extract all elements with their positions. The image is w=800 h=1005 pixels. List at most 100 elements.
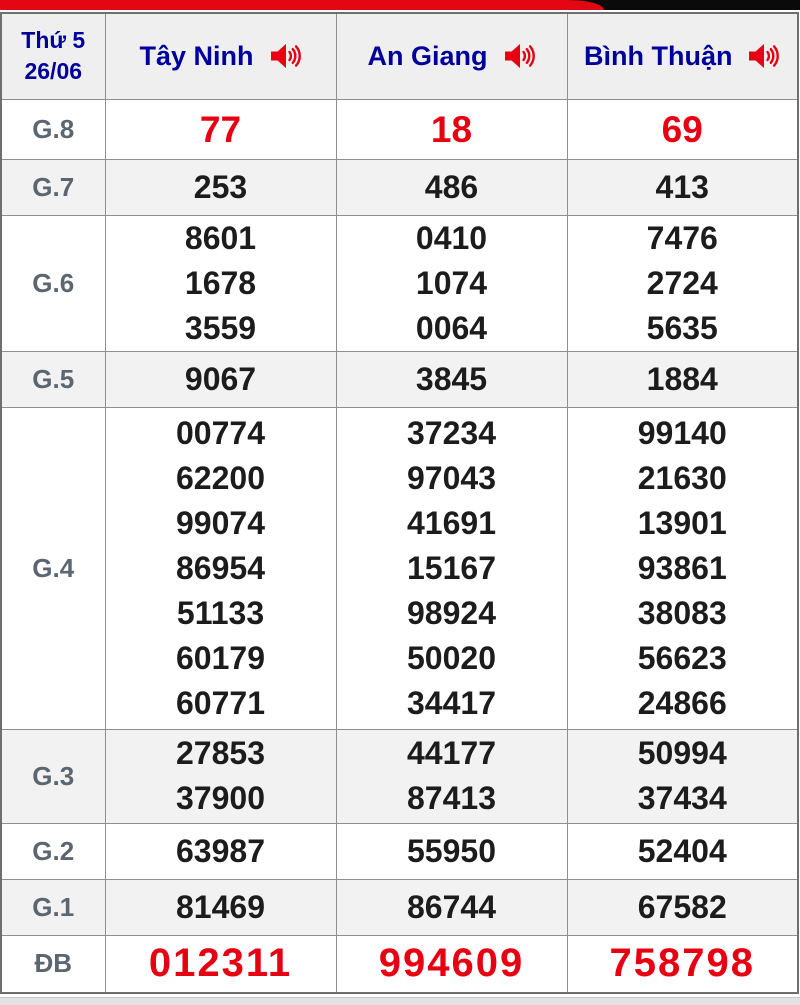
prize-number: 99074 <box>176 504 265 541</box>
prize-cell: 86744 <box>335 878 568 936</box>
prize-number: 24866 <box>637 684 727 721</box>
prize-number: 1884 <box>646 360 718 397</box>
prize-label: G.8 <box>0 98 106 160</box>
draw-date: 26/06 <box>24 58 83 85</box>
prize-number: 50020 <box>407 639 496 676</box>
top-accent-bar <box>0 0 800 10</box>
prize-cell: 012311 <box>104 934 337 994</box>
prize-cell: 413 <box>566 158 799 216</box>
prize-number: 34417 <box>407 684 496 721</box>
prize-number: 00774 <box>176 414 265 451</box>
prize-label: G.6 <box>0 214 106 352</box>
prize-cell: 81469 <box>104 878 337 936</box>
prize-number: 27853 <box>176 735 265 771</box>
prize-cell: 758798 <box>566 934 799 994</box>
prize-row-G.2: G.2 63987 55950 52404 <box>0 822 799 880</box>
province-header-tay-ninh: Tây Ninh <box>104 12 337 100</box>
prize-cell: 63987 <box>104 822 337 880</box>
prize-number: 38083 <box>637 594 727 631</box>
prize-cell: 37234 97043 41691 15167 98924 50020 34417 <box>335 406 568 730</box>
prize-number: 486 <box>424 168 479 205</box>
prize-cell: 994609 <box>335 934 568 994</box>
prize-cell: 486 <box>335 158 568 216</box>
prize-cell: 77 <box>104 98 337 160</box>
prize-row-G.1: G.1 81469 86744 67582 <box>0 878 799 936</box>
prize-number: 0064 <box>415 309 488 346</box>
prize-number: 1678 <box>184 264 257 301</box>
prize-row-G.3: G.3 27853 37900 44177 87413 50994 37434 <box>0 728 799 824</box>
prize-number: 50994 <box>637 735 727 771</box>
prize-label: G.2 <box>0 822 106 880</box>
prize-number: 63987 <box>176 832 265 869</box>
prize-label: G.1 <box>0 878 106 936</box>
prize-number: 15167 <box>407 549 496 586</box>
prize-cell: 55950 <box>335 822 568 880</box>
prize-row-G.7: G.7 253 486 413 <box>0 158 799 216</box>
draw-weekday: Thứ 5 <box>21 27 86 54</box>
prize-number: 86954 <box>176 549 265 586</box>
results-body: G.8 77 18 69 G.7 253 486 413 G.6 8601 1678 3559 0410… <box>0 98 799 994</box>
prize-cell: 99140 21630 13901 93861 38083 56623 24866 <box>566 406 799 730</box>
lottery-results-table: Thứ 5 26/06 Tây Ninh An Giang <box>0 12 799 994</box>
prize-number: 99140 <box>637 414 727 451</box>
prize-number: 1074 <box>415 264 488 301</box>
prize-cell: 44177 87413 <box>335 728 568 824</box>
prize-number: 3845 <box>415 360 488 397</box>
prize-row-G.8: G.8 77 18 69 <box>0 98 799 160</box>
bottom-strip <box>0 997 800 1005</box>
prize-row-G.6: G.6 8601 1678 3559 0410 1074 0064 7476 2724 5635 <box>0 214 799 352</box>
province-header-an-giang: An Giang <box>335 12 568 100</box>
prize-number: 012311 <box>148 941 293 986</box>
province-name-tay-ninh[interactable]: Tây Ninh <box>139 40 254 71</box>
prize-number: 37434 <box>637 780 727 816</box>
prize-cell: 52404 <box>566 822 799 880</box>
prize-number: 994609 <box>378 941 525 986</box>
prize-number: 3559 <box>184 309 257 346</box>
province-name-binh-thuan[interactable]: Bình Thuận <box>584 40 733 71</box>
prize-number: 77 <box>199 108 242 150</box>
prize-number: 97043 <box>407 459 496 496</box>
prize-number: 7476 <box>646 219 718 256</box>
prize-number: 86744 <box>407 888 496 925</box>
speaker-icon[interactable] <box>748 42 780 70</box>
prize-number: 44177 <box>407 735 496 771</box>
prize-label: G.3 <box>0 728 106 824</box>
prize-number: 2724 <box>646 264 718 301</box>
prize-number: 93861 <box>637 549 727 586</box>
prize-number: 8601 <box>184 219 257 256</box>
prize-number: 5635 <box>646 309 718 346</box>
prize-cell: 27853 37900 <box>104 728 337 824</box>
prize-cell: 253 <box>104 158 337 216</box>
prize-row-G.4: G.4 00774 62200 99074 86954 51133 60179 60771 37… <box>0 406 799 730</box>
prize-number: 9067 <box>184 360 257 397</box>
prize-number: 18 <box>430 108 473 150</box>
prize-cell: 0410 1074 0064 <box>335 214 568 352</box>
prize-number: 52404 <box>637 832 727 869</box>
prize-cell: 69 <box>566 98 799 160</box>
draw-date-cell: Thứ 5 26/06 <box>0 12 106 100</box>
prize-number: 21630 <box>637 459 727 496</box>
prize-number: 60771 <box>176 684 265 721</box>
prize-row-G.5: G.5 9067 3845 1884 <box>0 350 799 408</box>
prize-label: G.4 <box>0 406 106 730</box>
prize-number: 60179 <box>176 639 265 676</box>
prize-label: G.5 <box>0 350 106 408</box>
speaker-icon[interactable] <box>270 42 302 70</box>
province-name-an-giang[interactable]: An Giang <box>367 40 488 71</box>
header-row: Thứ 5 26/06 Tây Ninh An Giang <box>0 12 799 100</box>
prize-number: 37900 <box>176 780 265 816</box>
prize-cell: 50994 37434 <box>566 728 799 824</box>
prize-cell: 67582 <box>566 878 799 936</box>
prize-number: 0410 <box>415 219 488 256</box>
prize-cell: 3845 <box>335 350 568 408</box>
top-accent-bar-red <box>0 0 604 10</box>
prize-number: 87413 <box>407 780 496 816</box>
speaker-icon[interactable] <box>504 42 536 70</box>
province-header-binh-thuan: Bình Thuận <box>566 12 799 100</box>
prize-number: 253 <box>193 168 248 205</box>
prize-number: 413 <box>655 168 709 205</box>
prize-cell: 00774 62200 99074 86954 51133 60179 60771 <box>104 406 337 730</box>
prize-number: 67582 <box>637 888 727 925</box>
prize-number: 55950 <box>407 832 496 869</box>
prize-row-ĐB: ĐB 012311 994609 758798 <box>0 934 799 994</box>
